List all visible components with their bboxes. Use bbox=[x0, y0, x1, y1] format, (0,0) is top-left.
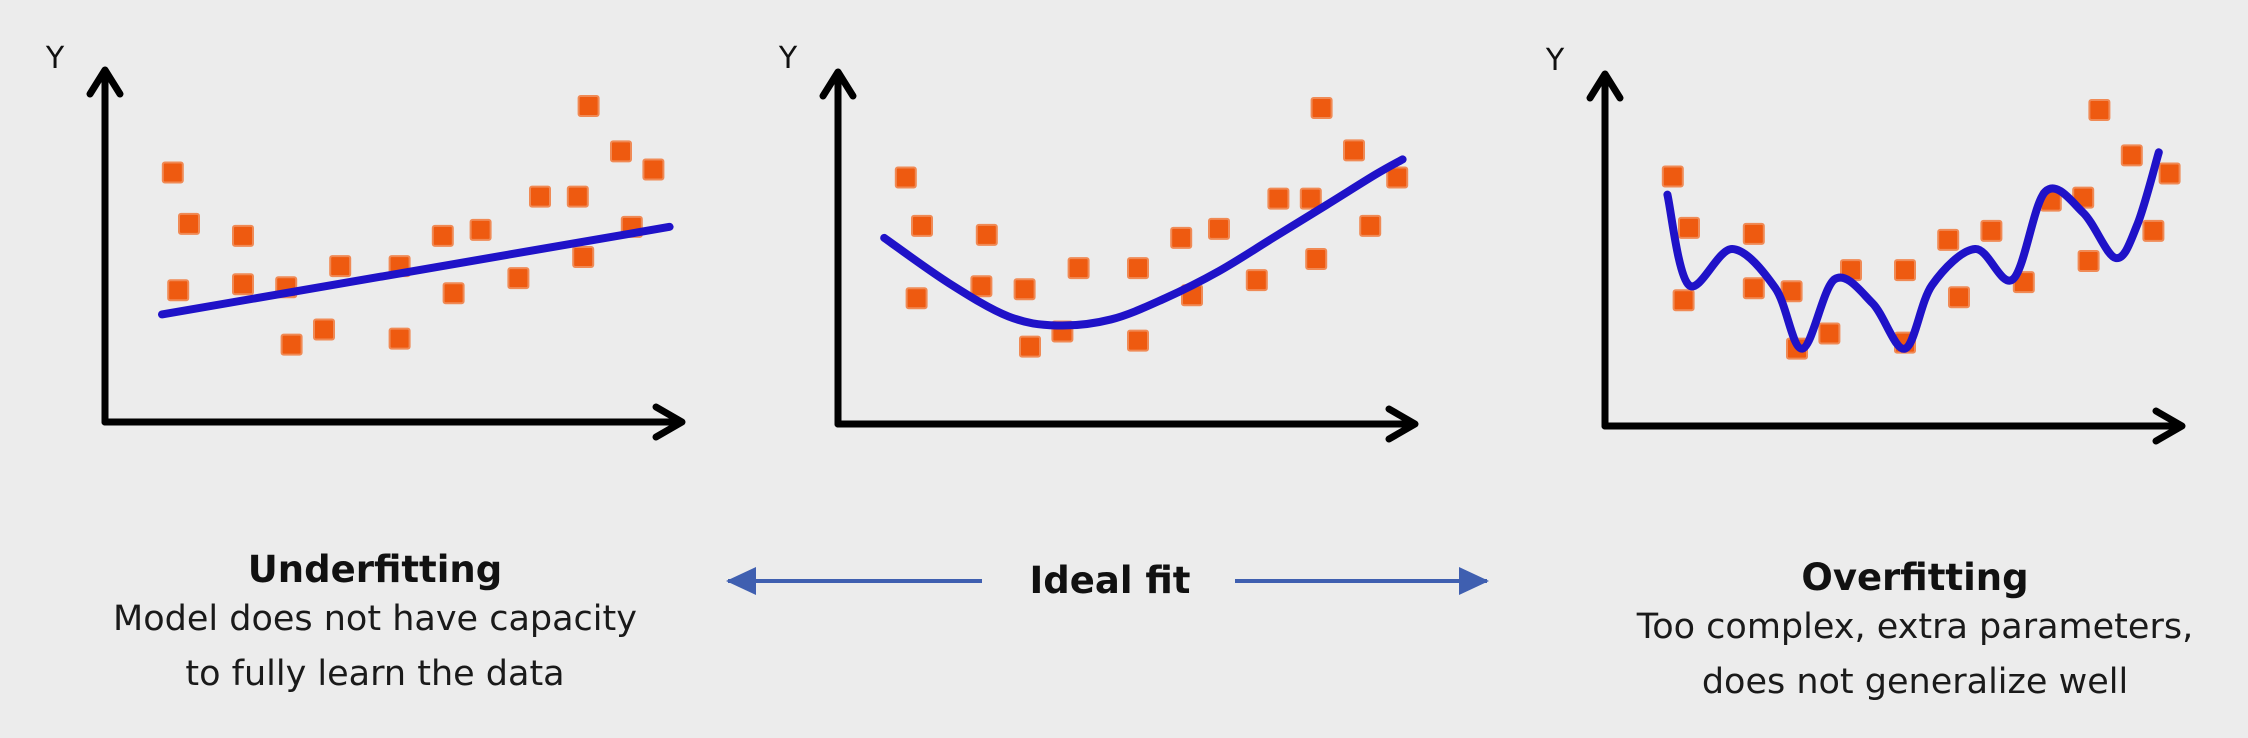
data-point bbox=[1305, 248, 1328, 271]
overfitting-description: Too complex, extra parameters, does not … bbox=[1636, 607, 2194, 702]
data-point bbox=[167, 279, 190, 302]
underfitting-caption: Underfitting Model does not have capacit… bbox=[60, 548, 690, 701]
data-point bbox=[1818, 322, 1841, 345]
y-axis-arrowhead bbox=[86, 66, 124, 98]
data-point bbox=[610, 140, 632, 163]
data-point bbox=[2088, 99, 2111, 122]
data-point bbox=[1127, 257, 1149, 280]
overfitting-title: Overfitting bbox=[1801, 556, 2029, 599]
x-axis-arrowhead bbox=[1385, 405, 1419, 443]
data-point bbox=[905, 287, 928, 310]
data-point bbox=[1742, 277, 1765, 300]
data-point bbox=[1343, 139, 1365, 162]
data-point bbox=[572, 246, 595, 269]
data-point bbox=[469, 218, 492, 241]
overfitting-caption: Overfitting Too complex, extra parameter… bbox=[1600, 556, 2230, 709]
data-point bbox=[1208, 217, 1230, 240]
data-point bbox=[529, 185, 551, 208]
data-point bbox=[1170, 226, 1193, 249]
y-axis-label: Y bbox=[1545, 43, 1565, 78]
data-point bbox=[1245, 269, 1268, 292]
data-point bbox=[280, 333, 303, 356]
data-point bbox=[388, 327, 411, 350]
data-point bbox=[1678, 216, 1700, 239]
underfitting-description: Model does not have capacity to fully le… bbox=[113, 599, 637, 694]
data-point bbox=[975, 223, 998, 246]
data-point bbox=[1742, 222, 1765, 245]
data-point bbox=[1299, 187, 1322, 210]
data-point bbox=[1937, 228, 1960, 251]
x-axis-arrowhead bbox=[652, 403, 686, 441]
scatter-panel-3: Y bbox=[1545, 43, 2186, 445]
data-point bbox=[1980, 219, 2003, 242]
data-point bbox=[161, 161, 184, 184]
data-point bbox=[2120, 144, 2143, 167]
data-point bbox=[1661, 165, 1684, 188]
data-point bbox=[442, 282, 465, 305]
data-point bbox=[232, 224, 254, 247]
data-point bbox=[507, 267, 530, 290]
data-point bbox=[431, 224, 454, 247]
data-point bbox=[1386, 166, 1409, 189]
data-point bbox=[566, 185, 589, 208]
fit-line bbox=[1663, 148, 2163, 353]
data-point bbox=[1359, 214, 1382, 237]
ideal-fit-title: Ideal fit bbox=[1029, 559, 1191, 602]
fit-line bbox=[880, 155, 1407, 330]
data-point bbox=[2158, 162, 2181, 185]
data-point bbox=[1672, 289, 1695, 312]
data-point bbox=[2142, 219, 2165, 242]
y-axis-label: Y bbox=[45, 41, 65, 76]
data-point bbox=[1067, 257, 1090, 280]
data-point bbox=[911, 214, 933, 237]
y-axis-arrowhead bbox=[819, 68, 857, 100]
data-point bbox=[1019, 335, 1041, 358]
fit-line bbox=[158, 222, 674, 319]
ideal-fit-arrows bbox=[726, 567, 1489, 595]
y-axis-label: Y bbox=[778, 41, 798, 76]
y-axis-arrowhead bbox=[1586, 70, 1624, 102]
data-point bbox=[894, 166, 917, 189]
ideal-fit-caption: Ideal fit bbox=[720, 556, 1500, 606]
left-arrow-head bbox=[726, 567, 756, 595]
data-point bbox=[1310, 97, 1333, 120]
data-point bbox=[313, 318, 335, 341]
scatter-panel-1: Y bbox=[45, 41, 686, 441]
x-axis-arrowhead bbox=[2152, 407, 2186, 445]
data-point bbox=[1948, 286, 1970, 309]
data-point bbox=[1013, 278, 1036, 301]
data-point bbox=[178, 212, 200, 235]
data-point bbox=[577, 95, 600, 118]
data-point bbox=[970, 275, 993, 298]
data-point bbox=[1127, 329, 1149, 352]
right-arrow-head bbox=[1459, 567, 1489, 595]
scatter-panel-2: Y bbox=[778, 41, 1419, 443]
data-point bbox=[329, 255, 352, 278]
data-point bbox=[642, 158, 665, 181]
data-point bbox=[232, 273, 254, 296]
underfitting-title: Underfitting bbox=[247, 548, 503, 591]
data-point bbox=[1267, 187, 1290, 210]
data-point bbox=[1894, 259, 1916, 282]
data-point bbox=[2077, 250, 2100, 273]
